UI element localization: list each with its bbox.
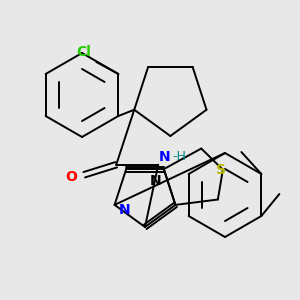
Text: N: N xyxy=(150,174,162,188)
Text: O: O xyxy=(65,170,77,184)
Text: -H: -H xyxy=(172,150,186,163)
Text: S: S xyxy=(216,163,226,177)
Text: Cl: Cl xyxy=(76,45,92,59)
Text: N: N xyxy=(159,150,171,164)
Text: N: N xyxy=(118,203,130,217)
